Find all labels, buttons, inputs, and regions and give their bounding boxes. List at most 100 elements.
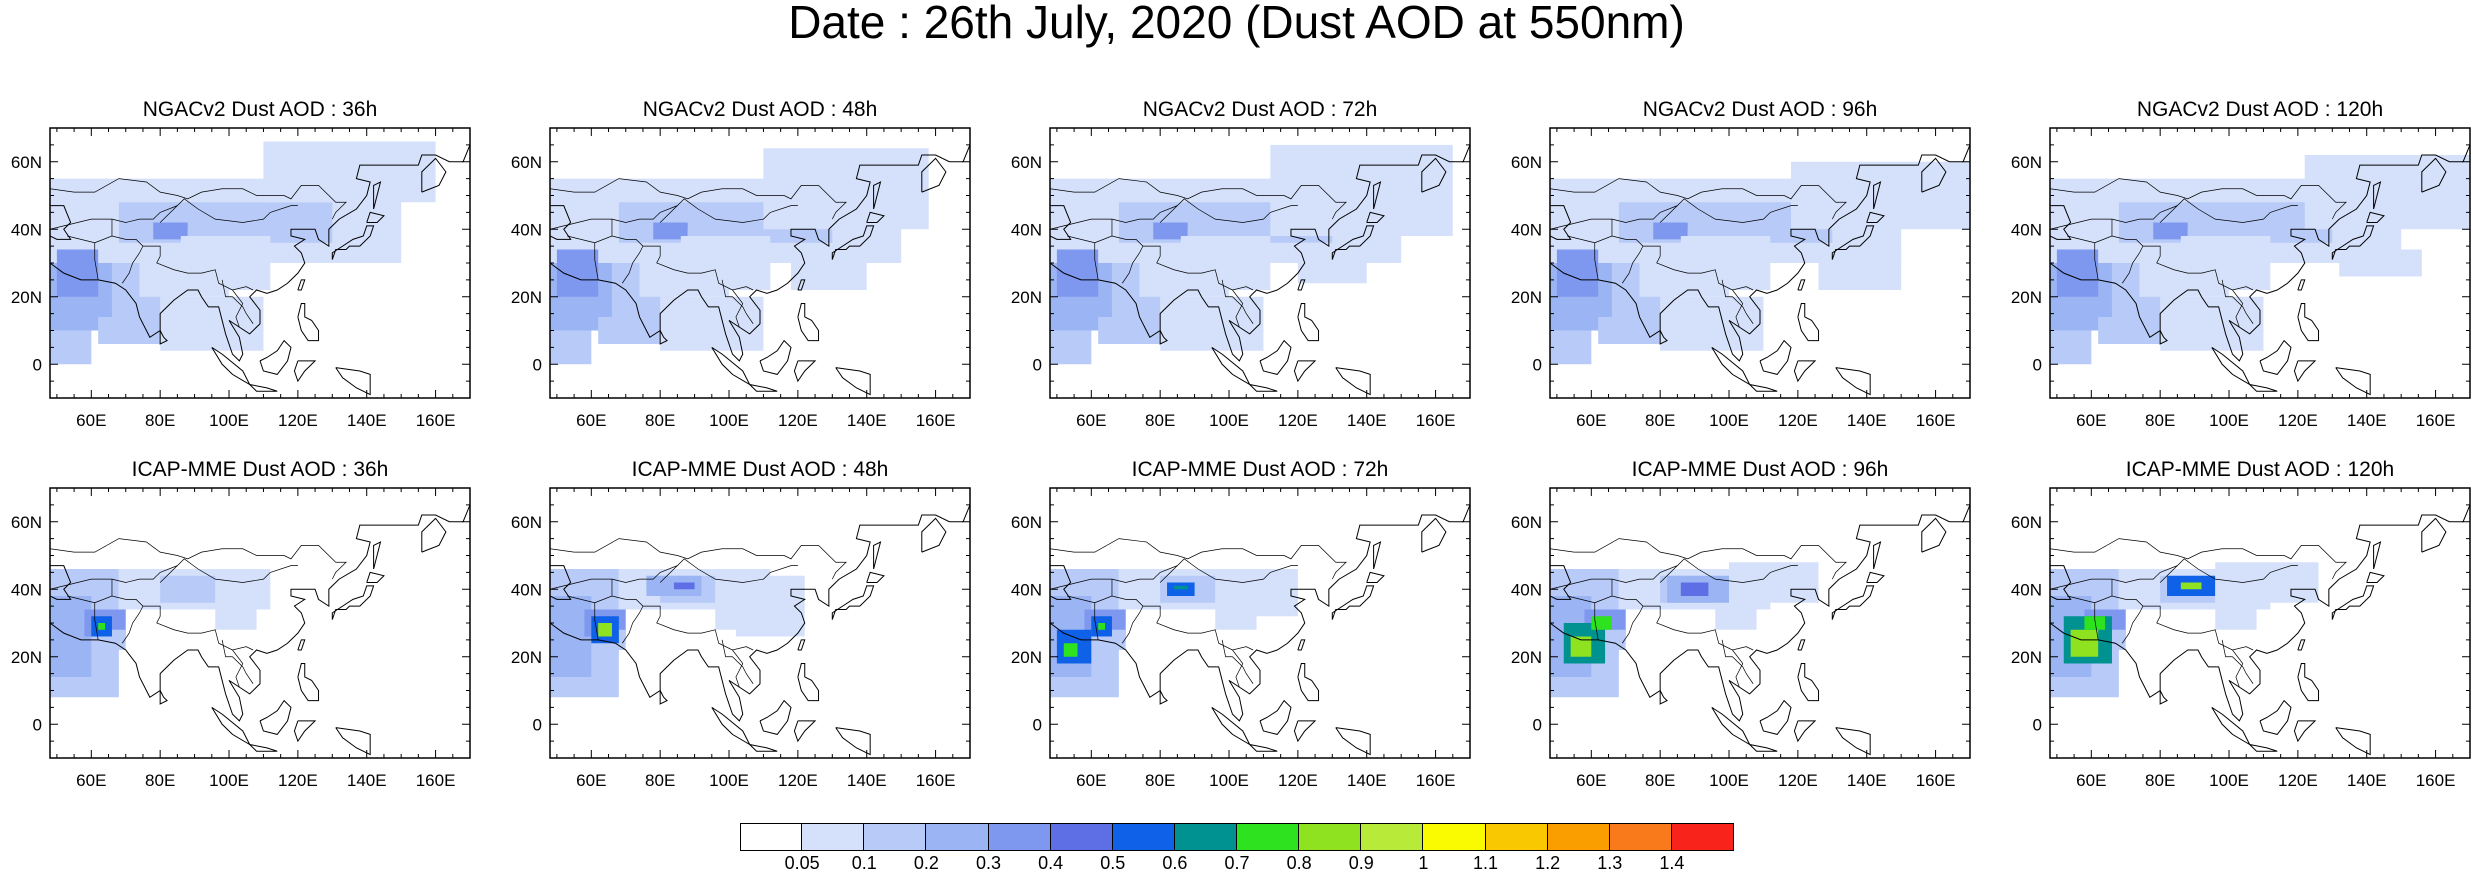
colorbar-tick-label: 0.05 (784, 853, 820, 873)
colorbar-cell (740, 823, 803, 851)
colorbar (740, 823, 1734, 853)
dust-field (660, 296, 764, 351)
country-border (1094, 235, 1144, 284)
dust-field (1790, 161, 1970, 230)
lon-tick-label: 100E (1209, 771, 1249, 790)
lat-tick-label: 20N (1011, 288, 1042, 307)
lat-tick-label: 60N (1011, 513, 1042, 532)
country-border (1721, 279, 1754, 324)
dust-field (1680, 236, 1771, 290)
country-border (721, 279, 754, 324)
lon-tick-label: 140E (2347, 411, 2387, 430)
country-border (1232, 289, 1244, 328)
dust-field (153, 222, 188, 240)
lon-tick-label: 120E (1278, 771, 1318, 790)
panel-title: NGACv2 Dust AOD : 72h (1142, 98, 1378, 121)
coastline (1550, 504, 1970, 722)
coastline (2293, 360, 2317, 383)
lon-tick-label: 140E (1847, 771, 1887, 790)
dust-field (673, 582, 695, 590)
dust-field (2153, 222, 2188, 240)
coastline (831, 585, 875, 620)
dust-field (160, 296, 264, 351)
coastline (1366, 211, 1385, 223)
country-border (2067, 235, 2095, 244)
lat-tick-label: 60N (1511, 153, 1542, 172)
lat-tick-label: 40N (2011, 220, 2042, 239)
map-panel: ICAP-MME Dust AOD : 72h 60E 80E 100E 120E 140… (1011, 458, 1471, 790)
country-border (642, 245, 754, 291)
country-border (94, 602, 99, 640)
coastline (1711, 706, 1751, 746)
country-border (1094, 595, 1144, 644)
country-border (550, 205, 678, 230)
country-border (1550, 178, 1847, 220)
colorbar-cell (864, 823, 927, 851)
lat-tick-label: 40N (2011, 580, 2042, 599)
colorbar-cell (1361, 823, 1424, 851)
country-border (659, 558, 798, 583)
dust-field (1173, 585, 1188, 590)
country-border (2094, 602, 2099, 640)
map-panel: ICAP-MME Dust AOD : 120h 60E 80E 100E 120E 14… (2011, 458, 2471, 790)
coastline (1159, 330, 1168, 345)
coastline (659, 330, 668, 345)
country-border (142, 605, 254, 651)
country-border (2050, 178, 2347, 220)
coastline (1797, 663, 1820, 702)
lon-tick-label: 160E (1916, 771, 1956, 790)
colorbar-tick-label: 1.2 (1535, 853, 1561, 873)
lon-tick-label: 160E (916, 771, 956, 790)
country-border (642, 605, 754, 651)
country-border (1594, 595, 1644, 644)
lon-tick-label: 60E (1576, 771, 1606, 790)
lon-tick-label: 80E (1145, 771, 1175, 790)
coastline (1050, 565, 1072, 600)
panel-title: NGACv2 Dust AOD : 36h (142, 98, 378, 121)
country-border (232, 289, 244, 328)
dust-field (598, 623, 612, 637)
lat-tick-label: 0 (2033, 715, 2042, 734)
coastline (249, 744, 278, 752)
coastline (1050, 205, 1072, 240)
country-border (2232, 649, 2244, 688)
lat-tick-label: 20N (1511, 648, 1542, 667)
lon-tick-label: 60E (1076, 411, 1106, 430)
coastline (1797, 639, 1806, 651)
dust-field (180, 236, 271, 290)
country-border (159, 558, 298, 583)
coastline (2159, 330, 2168, 345)
coastline (1211, 706, 1251, 746)
lat-tick-label: 0 (33, 355, 42, 374)
lon-tick-label: 100E (209, 771, 249, 790)
dust-field (598, 317, 661, 344)
country-border (2067, 595, 2095, 604)
dust-field (2215, 562, 2319, 603)
lat-tick-label: 0 (1033, 715, 1042, 734)
coastline (2297, 639, 2306, 651)
lon-tick-label: 160E (1416, 411, 1456, 430)
coastline (759, 339, 792, 375)
country-border (1550, 205, 1678, 230)
dust-field (1098, 623, 1106, 630)
coastline (2373, 541, 2382, 570)
lat-tick-label: 20N (11, 288, 42, 307)
coastline (2297, 279, 2306, 291)
coastline (550, 504, 970, 722)
country-border (2221, 639, 2254, 684)
coastline (1835, 367, 1871, 396)
country-border (594, 242, 599, 280)
country-border (50, 538, 347, 580)
coastline (1866, 211, 1885, 223)
coastline (835, 367, 871, 396)
lon-tick-label: 80E (145, 771, 175, 790)
lon-tick-label: 80E (645, 411, 675, 430)
colorbar-tick-label: 0.2 (913, 853, 939, 873)
country-border (2159, 558, 2298, 583)
lon-tick-label: 100E (209, 411, 249, 430)
map-svg: 60E 80E 100E 120E 140E 160E 60N 40N 20N 0 (1511, 487, 1971, 790)
figure-title: Date : 26th July, 2020 (Dust AOD at 550n… (788, 0, 1685, 48)
coastline (1749, 744, 1778, 752)
colorbar-tick-labels: 0.05 0.1 0.2 0.3 0.4 0.5 0.6 0.7 0.8 0.9 1 1.1 1.2 1.… (740, 853, 1734, 873)
coastline (1711, 346, 1751, 386)
